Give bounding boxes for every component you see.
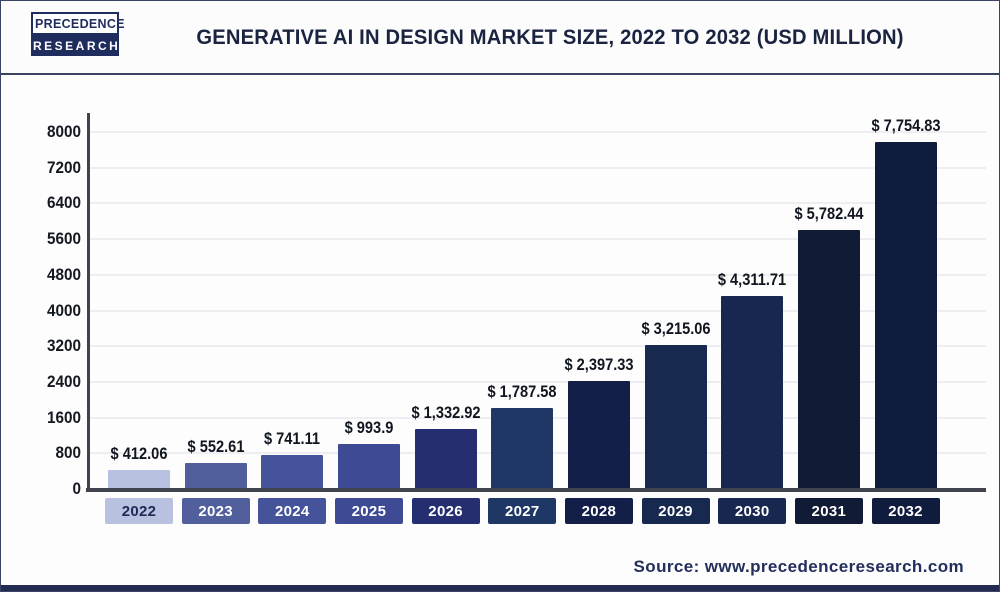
year-label-2024: 2024 <box>258 498 327 524</box>
value-label-2024: $ 741.11 <box>264 428 321 448</box>
logo-line-precedence: PRECEDENCE <box>31 12 125 35</box>
value-label-2030: $ 4,311.71 <box>718 269 787 289</box>
year-label-2032: 2032 <box>871 498 940 524</box>
precedence-research-logo: PRECEDENCE RESEARCH <box>31 12 125 56</box>
year-label-2022: 2022 <box>105 498 173 524</box>
bottom-accent-bar <box>1 585 999 591</box>
y-tick-label-7200: 7200 <box>46 157 81 177</box>
year-label-2028: 2028 <box>564 498 633 524</box>
bar-2031 <box>797 229 860 488</box>
source-text: Source: www.precedenceresearch.com <box>633 557 964 576</box>
value-label-2031: $ 5,782.44 <box>794 203 864 223</box>
y-tick-label-6400: 6400 <box>46 193 81 213</box>
value-label-2028: $ 2,397.33 <box>564 355 634 375</box>
year-label-2027: 2027 <box>488 498 557 524</box>
bar-2027 <box>491 408 554 488</box>
gridline-5600 <box>89 238 986 241</box>
gridline-4800 <box>89 273 986 276</box>
y-tick-label-800: 800 <box>55 443 81 463</box>
value-label-2022: $ 412.06 <box>110 443 168 463</box>
header-band: PRECEDENCE RESEARCH GENERATIVE AI IN DES… <box>1 1 999 75</box>
gridline-8000 <box>89 131 986 133</box>
value-label-2023: $ 552.61 <box>187 437 245 457</box>
bar-2025 <box>337 443 400 488</box>
bar-2030 <box>721 295 784 488</box>
bar-2022 <box>108 469 170 488</box>
value-label-2025: $ 993.9 <box>344 417 394 437</box>
y-tick-label-4800: 4800 <box>46 264 81 284</box>
year-label-2029: 2029 <box>641 498 710 524</box>
value-label-2032: $ 7,754.83 <box>870 115 941 135</box>
chart-title: GENERATIVE AI IN DESIGN MARKET SIZE, 202… <box>196 26 904 49</box>
bar-2024 <box>261 454 324 488</box>
year-label-2026: 2026 <box>411 498 480 524</box>
logo-line-research: RESEARCH <box>31 35 119 56</box>
value-label-2027: $ 1,787.58 <box>487 382 557 402</box>
y-tick-label-4000: 4000 <box>46 300 81 320</box>
gridline-3200 <box>89 345 986 348</box>
y-tick-label-0: 0 <box>72 479 81 498</box>
bar-2023 <box>184 463 247 488</box>
year-label-2031: 2031 <box>794 498 863 524</box>
gridline-6400 <box>89 202 986 205</box>
bar-2026 <box>414 428 477 488</box>
year-label-2025: 2025 <box>334 498 403 524</box>
y-axis-line <box>87 113 90 492</box>
year-label-2023: 2023 <box>181 498 250 524</box>
gridline-4000 <box>89 309 986 312</box>
year-label-2030: 2030 <box>718 498 787 524</box>
x-axis-line <box>86 488 986 492</box>
gridline-2400 <box>89 380 986 383</box>
y-tick-label-5600: 5600 <box>46 229 81 249</box>
y-tick-label-3200: 3200 <box>46 336 81 356</box>
y-tick-label-1600: 1600 <box>46 407 81 427</box>
gridline-7200 <box>89 166 986 169</box>
value-label-2029: $ 3,215.06 <box>640 318 711 338</box>
y-tick-label-2400: 2400 <box>46 371 81 391</box>
bar-2029 <box>644 344 707 488</box>
bar-2028 <box>567 381 630 488</box>
value-label-2026: $ 1,332.92 <box>411 402 481 422</box>
y-tick-label-8000: 8000 <box>46 122 81 141</box>
bar-2032 <box>874 141 937 488</box>
